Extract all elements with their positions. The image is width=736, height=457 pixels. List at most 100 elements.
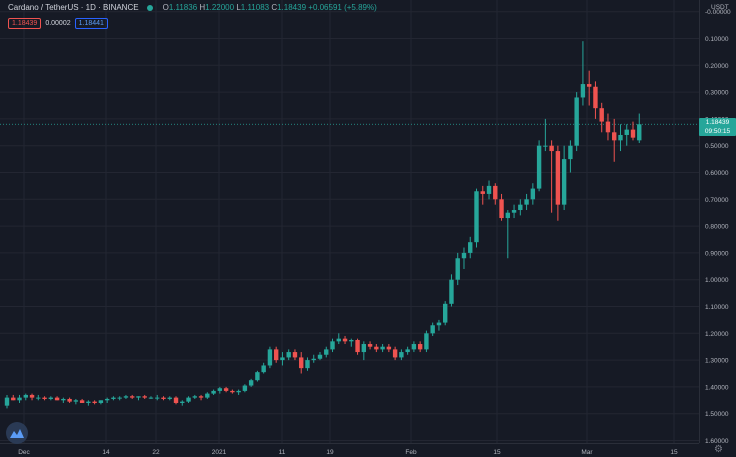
sell-price-button[interactable]: 1.18439 — [8, 18, 42, 29]
candle-body[interactable] — [612, 132, 617, 141]
candle-body[interactable] — [255, 372, 260, 381]
candle-body[interactable] — [392, 349, 398, 358]
candle-body[interactable] — [17, 397, 22, 401]
candle-body[interactable] — [211, 390, 216, 394]
candle-body[interactable] — [305, 360, 310, 369]
candle-body[interactable] — [123, 396, 129, 398]
candle-body[interactable] — [386, 346, 392, 350]
candle-body[interactable] — [505, 212, 510, 219]
candle-body[interactable] — [198, 396, 204, 398]
candle-body[interactable] — [92, 401, 97, 403]
candle-body[interactable] — [79, 400, 85, 403]
candle-body[interactable] — [86, 401, 91, 403]
candle-body[interactable] — [599, 108, 604, 122]
candle-body[interactable] — [342, 338, 348, 342]
candle-body[interactable] — [580, 84, 586, 98]
candle-body[interactable] — [374, 346, 379, 350]
candle-body[interactable] — [405, 349, 410, 353]
candle-body[interactable] — [230, 390, 235, 393]
candle-body[interactable] — [637, 124, 642, 141]
candle-body[interactable] — [499, 199, 504, 219]
candle-body[interactable] — [236, 390, 241, 393]
candle-body[interactable] — [180, 401, 185, 403]
candle-body[interactable] — [555, 151, 561, 205]
candle-body[interactable] — [155, 397, 160, 399]
candle-body[interactable] — [67, 398, 72, 402]
candle-body[interactable] — [449, 279, 454, 304]
candle-body[interactable] — [273, 349, 279, 361]
candle-body[interactable] — [624, 129, 629, 135]
candle-body[interactable] — [186, 397, 191, 402]
candle-body[interactable] — [205, 393, 210, 398]
price-axis-panel[interactable] — [699, 0, 736, 457]
candle-body[interactable] — [380, 346, 385, 350]
candle-body[interactable] — [292, 352, 298, 358]
candle-body[interactable] — [436, 322, 442, 326]
candle-body[interactable] — [242, 385, 248, 391]
candle-body[interactable] — [324, 349, 329, 355]
candle-body[interactable] — [618, 134, 623, 141]
candle-body[interactable] — [36, 397, 41, 399]
candle-body[interactable] — [61, 398, 66, 401]
candle-body[interactable] — [142, 396, 147, 398]
candle-body[interactable] — [280, 357, 285, 361]
candle-body[interactable] — [486, 185, 492, 194]
candle-body[interactable] — [443, 303, 448, 323]
tradingview-logo-icon[interactable] — [6, 422, 28, 444]
candle-body[interactable] — [480, 191, 485, 194]
candle-body[interactable] — [605, 121, 611, 133]
candle-body[interactable] — [173, 397, 179, 403]
candle-body[interactable] — [411, 344, 417, 350]
candle-body[interactable] — [11, 397, 16, 401]
candle-body[interactable] — [493, 185, 498, 200]
candle-body[interactable] — [468, 242, 473, 253]
candle-body[interactable] — [48, 397, 54, 399]
candle-body[interactable] — [4, 397, 10, 406]
candle-body[interactable] — [104, 398, 110, 401]
candle-body[interactable] — [574, 97, 579, 146]
candle-body[interactable] — [430, 325, 435, 334]
candle-body[interactable] — [317, 354, 323, 359]
candle-body[interactable] — [161, 397, 166, 399]
candle-body[interactable] — [23, 394, 28, 398]
candle-body[interactable] — [561, 159, 567, 205]
candle-body[interactable] — [361, 344, 367, 353]
candle-body[interactable] — [511, 210, 517, 213]
candle-body[interactable] — [148, 397, 154, 399]
candle-body[interactable] — [530, 188, 536, 200]
candle-body[interactable] — [54, 397, 60, 401]
candle-body[interactable] — [73, 400, 79, 402]
candle-body[interactable] — [223, 388, 229, 391]
candle-body[interactable] — [586, 84, 592, 87]
candle-body[interactable] — [568, 145, 573, 160]
candle-body[interactable] — [267, 349, 273, 366]
candle-body[interactable] — [461, 252, 467, 259]
candle-body[interactable] — [536, 145, 542, 189]
candle-body[interactable] — [111, 397, 116, 399]
candle-body[interactable] — [336, 338, 341, 342]
candle-body[interactable] — [518, 204, 523, 211]
candle-body[interactable] — [286, 352, 291, 358]
candle-body[interactable] — [455, 258, 460, 280]
candle-body[interactable] — [98, 400, 104, 403]
candle-body[interactable] — [29, 394, 35, 398]
candle-body[interactable] — [355, 340, 360, 353]
candle-body[interactable] — [248, 380, 254, 386]
candle-body[interactable] — [524, 199, 529, 205]
candle-body[interactable] — [399, 352, 404, 358]
candle-body[interactable] — [217, 388, 223, 391]
candle-body[interactable] — [424, 333, 429, 350]
candle-body[interactable] — [117, 397, 122, 399]
candle-body[interactable] — [417, 344, 423, 350]
candle-body[interactable] — [130, 396, 135, 398]
candle-body[interactable] — [42, 397, 47, 399]
candle-body[interactable] — [167, 397, 172, 399]
buy-price-button[interactable]: 1.18441 — [74, 18, 108, 29]
candle-body[interactable] — [330, 341, 335, 350]
candle-body[interactable] — [549, 145, 554, 152]
candle-body[interactable] — [543, 145, 548, 147]
candle-body[interactable] — [593, 86, 598, 109]
candle-body[interactable] — [261, 365, 266, 373]
candle-body[interactable] — [299, 357, 304, 369]
